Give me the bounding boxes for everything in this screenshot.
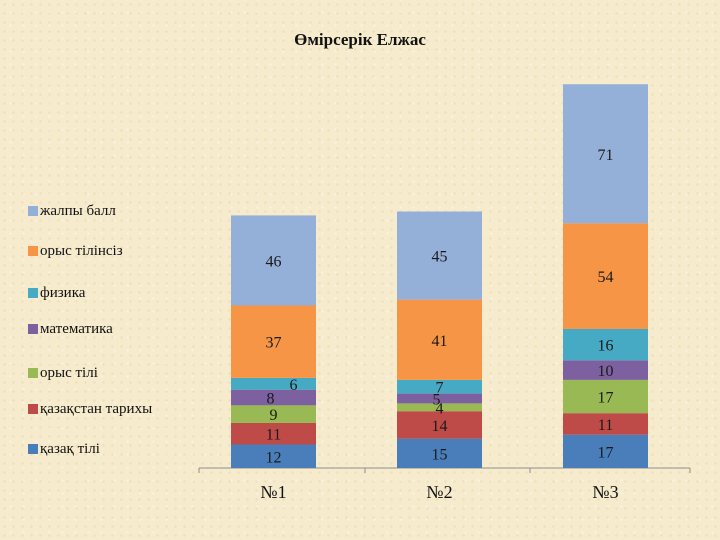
- data-label: 45: [432, 249, 448, 266]
- legend-label: жалпы балл: [40, 203, 116, 219]
- legend-swatch: [28, 246, 38, 256]
- data-label: 17: [598, 390, 614, 407]
- legend-label: орыс тілі: [40, 365, 98, 381]
- legend-swatch: [28, 444, 38, 454]
- data-label: 41: [432, 333, 448, 350]
- data-label: 12: [266, 449, 282, 466]
- data-label: 5: [433, 391, 441, 408]
- bar-segment: [397, 403, 482, 412]
- bar-segment: [397, 379, 482, 394]
- data-label: 9: [270, 407, 278, 424]
- bar-segment: [563, 413, 648, 435]
- bar-segment: [563, 434, 648, 468]
- legend-swatch: [28, 288, 38, 298]
- bar-segment: [563, 223, 648, 329]
- chart-title: Өмірсерік Елжас: [294, 30, 426, 49]
- bar-segment: [397, 299, 482, 380]
- bar-segment: [397, 411, 482, 439]
- data-label: 16: [598, 338, 614, 355]
- data-label: 4: [436, 400, 444, 417]
- legend-label: физика: [40, 285, 86, 301]
- bar-segment: [231, 389, 316, 406]
- data-label: 8: [267, 391, 275, 408]
- bar-segment: [563, 328, 648, 361]
- legend-label: орыс тілінсіз: [40, 243, 123, 259]
- bar-segment: [563, 84, 648, 224]
- bar-segment: [231, 422, 316, 445]
- data-label: 71: [598, 147, 614, 164]
- legend-swatch: [28, 206, 38, 216]
- data-label: 15: [432, 446, 448, 463]
- data-label: 37: [266, 335, 282, 352]
- x-tick-label: №2: [426, 482, 452, 502]
- data-label: 46: [266, 253, 282, 270]
- data-label: 10: [598, 363, 614, 380]
- bar-segment: [397, 393, 482, 404]
- bar-segment: [563, 360, 648, 380]
- legend-swatch: [28, 324, 38, 334]
- bar-segment: [231, 305, 316, 378]
- legend-label: математика: [40, 321, 113, 337]
- data-label: 6: [290, 377, 298, 394]
- data-label: 7: [436, 380, 444, 397]
- legend-swatch: [28, 368, 38, 378]
- bar-segment: [563, 379, 648, 414]
- data-label: 11: [266, 427, 281, 444]
- data-label: 14: [432, 418, 448, 435]
- bar-segment: [231, 405, 316, 423]
- data-label: 54: [598, 269, 614, 286]
- data-label: 17: [598, 444, 614, 461]
- legend-label: қазақ тілі: [40, 441, 100, 457]
- data-label: 11: [598, 417, 613, 434]
- bar-segment: [397, 438, 482, 468]
- bar-segment: [231, 444, 316, 468]
- bar-segment: [231, 377, 316, 390]
- x-tick-label: №3: [592, 482, 618, 502]
- legend-label: қазақстан тарихы: [40, 401, 153, 417]
- x-tick-label: №1: [260, 482, 286, 502]
- bar-segment: [397, 211, 482, 300]
- legend-swatch: [28, 404, 38, 414]
- bar-segment: [231, 215, 316, 306]
